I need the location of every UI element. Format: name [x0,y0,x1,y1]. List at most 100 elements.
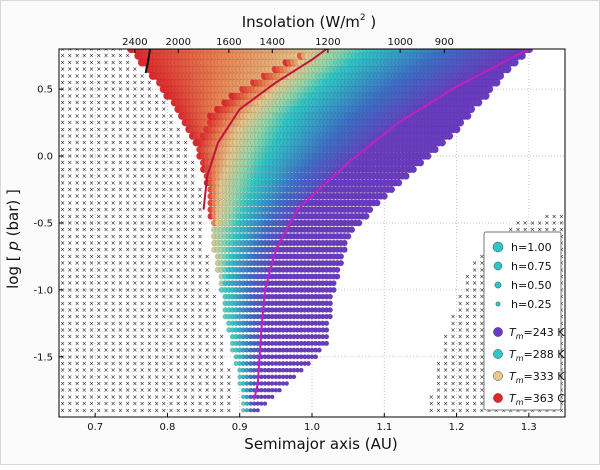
habitable-point [298,367,304,373]
lost-point-hot: × [89,187,94,194]
lost-point-hot: × [176,193,181,200]
lost-point-hot: × [96,394,101,401]
lost-point-hot: × [168,140,173,147]
lost-point-hot: × [205,307,210,314]
lost-point-hot: × [75,113,80,120]
lost-point-hot: × [183,294,188,301]
lost-point-hot: × [75,120,80,127]
lost-point-hot: × [111,106,116,113]
lost-point-cold: × [523,220,528,227]
lost-point-hot: × [176,160,181,167]
lost-point-hot: × [75,59,80,66]
lost-point-cold: × [494,407,499,414]
lost-point-hot: × [103,307,108,314]
habitable-point [334,273,341,280]
lost-point-hot: × [140,227,145,234]
lost-point-hot: × [96,93,101,100]
lost-point-hot: × [125,354,130,361]
lost-point-hot: × [111,73,116,80]
legend: h=1.00h=0.75h=0.50h=0.25 Tm=243 KTm=288 … [483,231,565,411]
lost-point-hot: × [125,187,130,194]
habitable-point [380,192,388,200]
lost-point-hot: × [118,46,123,53]
lost-point-hot: × [205,387,210,394]
lost-point-cold: × [479,260,484,267]
lost-point-hot: × [125,401,130,408]
lost-point-hot: × [118,294,123,301]
lost-point-hot: × [154,93,159,100]
top-tick-label: 1200 [315,37,340,48]
lost-point-hot: × [190,200,195,207]
lost-point-hot: × [176,126,181,133]
lost-point-hot: × [89,267,94,274]
lost-point-hot: × [183,180,188,187]
lost-point-hot: × [118,193,123,200]
lost-point-hot: × [82,314,87,321]
lost-point-hot: × [147,153,152,160]
habitable-point [402,172,410,180]
lost-point-hot: × [103,240,108,247]
lost-point-hot: × [176,227,181,234]
lost-point-hot: × [205,334,210,341]
lost-point-hot: × [96,387,101,394]
lost-point-hot: × [60,146,65,153]
lost-point-hot: × [132,361,137,368]
lost-point-hot: × [125,207,130,214]
lost-point-hot: × [190,213,195,220]
lost-point-hot: × [89,227,94,234]
lost-point-hot: × [183,200,188,207]
lost-point-hot: × [161,200,166,207]
lost-point-cold: × [472,347,477,354]
lost-point-hot: × [75,394,80,401]
lost-point-hot: × [132,334,137,341]
lost-point-hot: × [89,361,94,368]
lost-point-hot: × [118,100,123,107]
lost-point-hot: × [132,146,137,153]
lost-point-hot: × [168,180,173,187]
lost-point-hot: × [190,407,195,414]
lost-point-hot: × [205,260,210,267]
lost-point-hot: × [212,394,217,401]
lost-point-hot: × [132,200,137,207]
lost-point-hot: × [132,166,137,173]
lost-point-cold: × [515,227,520,234]
lost-point-hot: × [67,314,72,321]
lost-point-hot: × [212,354,217,361]
lost-point-hot: × [89,100,94,107]
lost-point-cold: × [450,381,455,388]
lost-point-hot: × [226,374,231,381]
habitable-point [431,145,439,154]
lost-point-hot: × [183,401,188,408]
lost-point-hot: × [132,387,137,394]
lost-point-hot: × [140,187,145,194]
lost-point-hot: × [75,46,80,53]
lost-point-hot: × [140,93,145,100]
lost-point-hot: × [176,253,181,260]
lost-point-hot: × [140,361,145,368]
lost-point-hot: × [147,287,152,294]
lost-point-hot: × [111,300,116,307]
lost-point-hot: × [190,280,195,287]
lost-point-hot: × [147,381,152,388]
lost-point-hot: × [96,187,101,194]
lost-point-cold: × [472,387,477,394]
legend-size-marker [492,241,504,253]
lost-point-hot: × [96,66,101,73]
lost-point-hot: × [118,113,123,120]
lost-point-hot: × [190,180,195,187]
lost-point-hot: × [147,280,152,287]
lost-point-hot: × [67,173,72,180]
lost-point-hot: × [103,180,108,187]
lost-point-hot: × [111,314,116,321]
lost-point-hot: × [168,340,173,347]
lost-point-hot: × [89,140,94,147]
habitable-point [248,401,253,406]
lost-point-hot: × [89,93,94,100]
lost-point-cold: × [443,340,448,347]
lost-point-hot: × [125,240,130,247]
lost-point-hot: × [132,267,137,274]
lost-point-hot: × [111,180,116,187]
lost-point-hot: × [161,187,166,194]
lost-point-hot: × [111,100,116,107]
lost-point-hot: × [103,200,108,207]
